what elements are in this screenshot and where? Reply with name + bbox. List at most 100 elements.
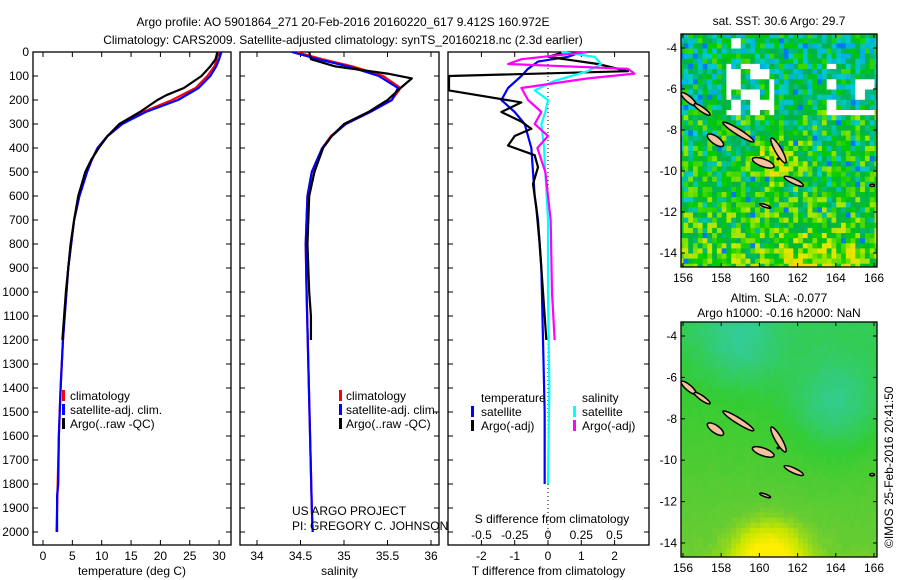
map-cell <box>716 238 723 244</box>
map-cell <box>864 34 871 39</box>
map-cell <box>826 393 833 400</box>
map-cell <box>702 357 708 363</box>
map-cell <box>755 465 761 472</box>
map-cell <box>745 548 751 555</box>
map-cell <box>750 486 756 493</box>
map-cell <box>697 491 704 498</box>
map-cell <box>736 104 742 111</box>
map-cell <box>864 362 871 369</box>
map-cell <box>817 89 823 96</box>
map-cell <box>755 110 761 116</box>
map-cell <box>841 110 847 116</box>
map-cell <box>703 269 708 275</box>
map-cell <box>774 243 780 249</box>
map-cell <box>860 48 866 55</box>
legend-label: Argo(..raw -QC) <box>346 417 431 431</box>
map-cell <box>860 202 866 208</box>
map-cell <box>716 533 723 539</box>
map-cell <box>788 161 794 167</box>
map-cell <box>845 548 852 555</box>
map-cell <box>755 538 761 545</box>
map-cell <box>807 336 814 343</box>
map-cell <box>793 414 799 420</box>
map-cell <box>874 476 877 483</box>
map-cell <box>769 383 775 389</box>
map-cell <box>693 543 699 550</box>
map-cell <box>683 212 689 219</box>
map-cell <box>783 207 790 214</box>
map-cell <box>812 238 818 244</box>
map-cell <box>702 202 708 208</box>
map-cell <box>812 569 817 575</box>
map-cell <box>755 326 761 332</box>
map-cell <box>793 346 799 353</box>
map-cell <box>860 548 866 555</box>
map-cell <box>740 403 747 410</box>
map-cell <box>702 186 708 193</box>
map-cell <box>845 212 852 219</box>
map-cell <box>817 569 822 575</box>
difference-legend: temperature satellite Argo(-adj) salinit… <box>471 391 635 433</box>
map-cell <box>755 115 761 121</box>
map-cell <box>817 450 823 457</box>
map-cell <box>750 238 756 244</box>
map-cell <box>817 403 823 410</box>
map-cell <box>697 212 704 219</box>
map-cell <box>769 186 775 193</box>
map-cell <box>812 125 818 132</box>
map-cell <box>783 429 790 436</box>
map-cell <box>831 522 837 529</box>
map-cell <box>750 377 756 384</box>
map-cell <box>845 156 852 162</box>
map-cell <box>697 445 704 451</box>
map-cell <box>793 151 799 157</box>
map-cell <box>707 166 713 173</box>
map-cell <box>740 212 747 219</box>
map-cell <box>759 398 766 405</box>
map-cell <box>778 346 785 353</box>
map-cell <box>712 233 718 239</box>
argo-location-marker <box>776 157 780 161</box>
map-cell <box>745 393 751 400</box>
map-cell <box>807 53 814 60</box>
map-cell <box>702 74 708 80</box>
map-cell <box>745 326 751 332</box>
map-cell <box>716 403 723 410</box>
map-cell <box>688 263 694 267</box>
map-cell <box>764 212 771 219</box>
map-cell <box>798 197 804 203</box>
map-cell <box>764 424 771 431</box>
map-cell <box>845 192 852 198</box>
map-cell <box>702 548 708 555</box>
map-cell <box>721 258 728 265</box>
map-cell <box>874 346 877 353</box>
map-cell <box>874 192 877 198</box>
map-cell <box>860 217 866 224</box>
map-cell <box>860 383 866 389</box>
island-landmass <box>722 410 755 432</box>
map-cell <box>788 135 794 142</box>
map-cell <box>688 377 694 384</box>
map-cell <box>869 440 876 446</box>
map-cell <box>731 367 737 374</box>
map-cell <box>681 393 685 400</box>
map-cell <box>836 512 842 519</box>
map-cell <box>869 414 876 420</box>
map-cell <box>817 34 823 39</box>
map-cell <box>702 130 708 137</box>
map-cell <box>759 538 766 545</box>
map-cell <box>807 414 814 420</box>
map-cell <box>681 408 685 415</box>
map-cell <box>836 341 842 348</box>
map-cell <box>716 352 723 358</box>
map-cell <box>774 176 780 183</box>
map-cell <box>817 429 823 436</box>
map-cell <box>841 243 847 249</box>
map-cell <box>821 502 828 508</box>
map-cell <box>736 408 742 415</box>
map-cell <box>846 274 851 280</box>
map-cell <box>812 507 818 514</box>
map-cell <box>716 476 723 483</box>
map-cell <box>681 414 685 420</box>
map-cell <box>721 543 728 550</box>
